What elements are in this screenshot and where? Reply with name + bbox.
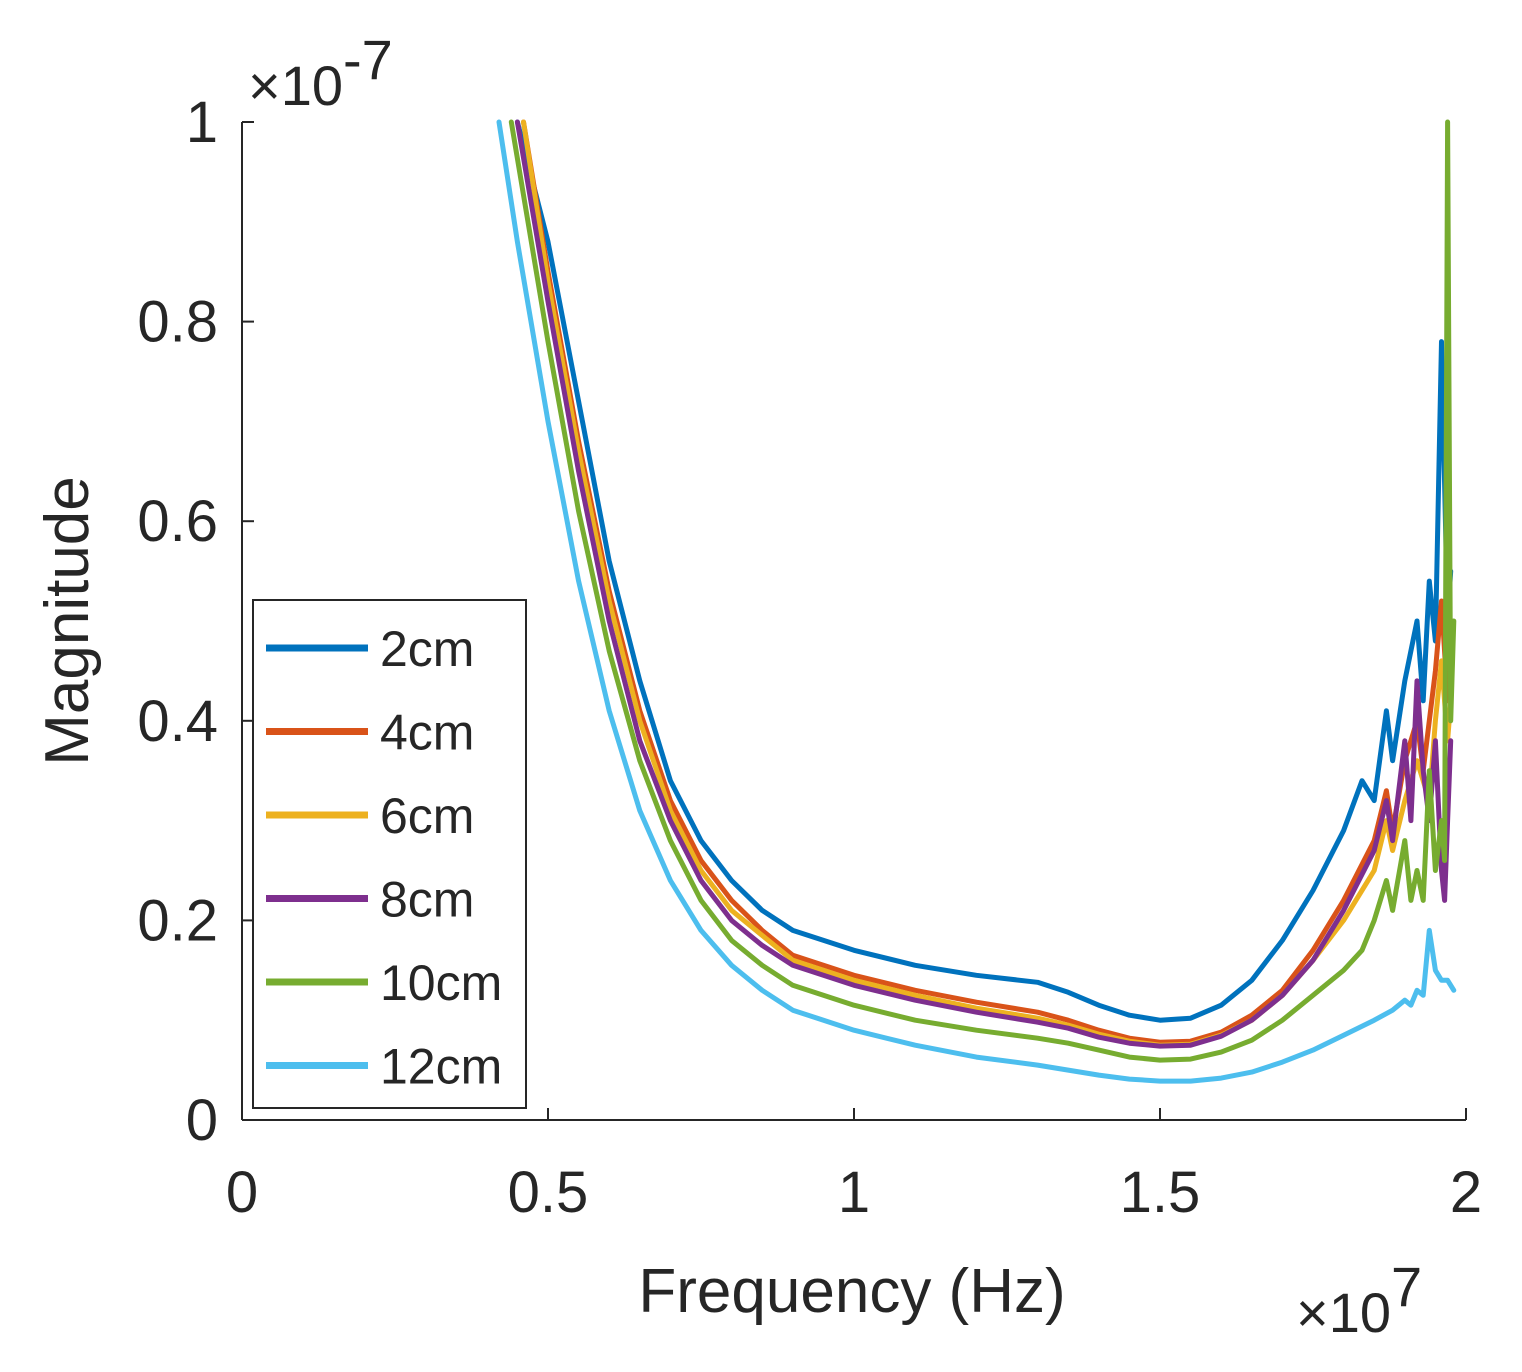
x-exponent-label: ×107: [1296, 1255, 1422, 1344]
x-multiplier: ×10: [1296, 1281, 1391, 1344]
y-exponent-label: ×10-7: [248, 28, 393, 117]
y-axis-title: Magnitude: [33, 476, 102, 766]
y-tick-label: 1: [186, 90, 218, 155]
y-tick-label: 0.6: [137, 489, 218, 554]
series-layer: [496, 119, 1457, 1084]
series-line-2cm: [514, 119, 1454, 1023]
legend-label: 12cm: [380, 1039, 502, 1095]
legend: 2cm 4cm 6cm 8cm 10cm 12cm: [252, 599, 527, 1109]
x-exponent: 7: [1391, 1255, 1422, 1318]
x-tick-label: 0.5: [508, 1160, 589, 1225]
x-tick-label: 1.5: [1120, 1160, 1201, 1225]
series-line-6cm: [521, 119, 1454, 1048]
x-tick-label: 0: [226, 1160, 258, 1225]
legend-items: 2cm 4cm 6cm 8cm 10cm 12cm: [266, 621, 502, 1095]
series-line-10cm: [508, 119, 1457, 1063]
y-tick-label: 0.4: [137, 689, 218, 754]
series-line-8cm: [514, 119, 1454, 1049]
legend-label: 4cm: [380, 705, 474, 761]
x-axis-title: Frequency (Hz): [638, 1257, 1065, 1326]
y-ticks: 0 0.2 0.4 0.6 0.8 1: [137, 90, 254, 1153]
legend-label: 8cm: [380, 872, 474, 928]
x-tick-label: 1: [838, 1160, 870, 1225]
series-line-4cm: [521, 119, 1454, 1045]
legend-label: 10cm: [380, 955, 502, 1011]
legend-box: [252, 599, 527, 1109]
y-tick-label: 0.8: [137, 290, 218, 355]
series-line-12cm: [496, 119, 1457, 1084]
x-ticks: 0 0.5 1 1.5 2: [226, 1108, 1482, 1225]
y-exponent: -7: [343, 28, 393, 91]
y-multiplier: ×10: [248, 54, 343, 117]
legend-label: 2cm: [380, 621, 474, 677]
y-tick-label: 0.2: [137, 888, 218, 953]
legend-label: 6cm: [380, 788, 474, 844]
y-tick-label: 0: [186, 1088, 218, 1153]
x-tick-label: 2: [1450, 1160, 1482, 1225]
